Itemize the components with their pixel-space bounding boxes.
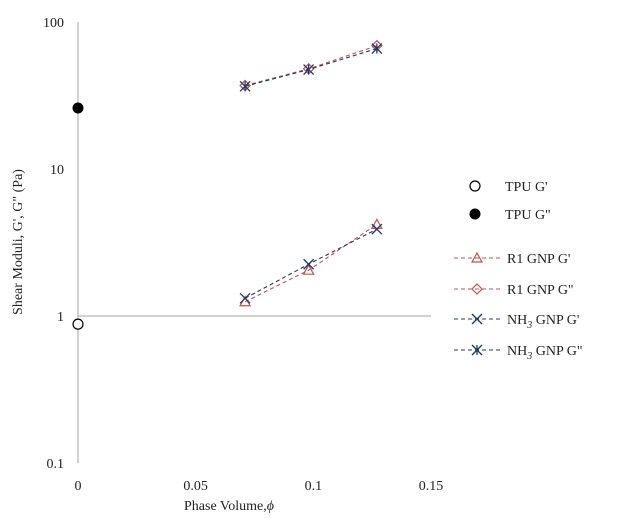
- y-tick-label: 10: [50, 163, 64, 178]
- series-line: [244, 223, 378, 303]
- legend-label: NH3 GNP G': [507, 313, 579, 331]
- marker-shape: [470, 251, 484, 263]
- series-line: [244, 228, 378, 299]
- marker-stroke: [303, 258, 315, 270]
- x-tick-label: 0.1: [305, 479, 323, 494]
- legend-marker: [471, 344, 483, 356]
- marker-stroke: [239, 292, 251, 304]
- legend-label: NH3 GNP G": [507, 344, 583, 362]
- data-point: [303, 258, 315, 270]
- legend: TPU G'TPU G"R1 GNP G'R1 GNP G"NH3 GNP G'…: [454, 180, 583, 362]
- legend-label-suffix: GNP G': [532, 313, 579, 328]
- legend-item: NH3 GNP G': [454, 313, 579, 331]
- legend-label-text: NH: [507, 313, 527, 328]
- marker-shape: [72, 318, 84, 330]
- y-tick-label: 1: [57, 310, 64, 325]
- data-point: [239, 80, 251, 92]
- data-point: [303, 64, 315, 75]
- legend-marker: [469, 180, 481, 192]
- legend-label: R1 GNP G": [507, 283, 574, 298]
- data-point: [302, 263, 315, 275]
- x-axis-title: Phase Volume,ϕ: [184, 499, 274, 514]
- x-tick-labels: 0 0.05 0.1 0.15: [75, 479, 444, 494]
- legend-item: R1 GNP G': [454, 251, 570, 267]
- x-tick-label: 0: [75, 479, 82, 494]
- legend-label-text: TPU G': [505, 180, 548, 195]
- series-3: [239, 39, 383, 92]
- series-4: [239, 223, 383, 304]
- legend-marker: [471, 283, 483, 295]
- data-point: [72, 318, 84, 330]
- data-point: [239, 292, 251, 304]
- legend-label-text: R1 GNP G": [507, 283, 574, 298]
- legend-label-text: TPU G": [505, 208, 551, 223]
- marker-stroke: [471, 313, 483, 325]
- x-axis-title-symbol: ϕ: [267, 499, 274, 514]
- legend-marker: [471, 313, 483, 325]
- data-point: [371, 43, 383, 54]
- legend-label-text: R1 GNP G': [507, 252, 570, 267]
- data-point: [371, 223, 383, 235]
- series-group: [72, 39, 383, 330]
- legend-marker: [470, 251, 484, 263]
- legend-label: TPU G": [505, 208, 551, 223]
- marker-shape: [72, 102, 84, 114]
- y-tick-label: 100: [43, 16, 64, 31]
- series-5: [239, 43, 383, 92]
- legend-item: R1 GNP G": [454, 283, 574, 298]
- legend-label-suffix: GNP G": [532, 344, 582, 359]
- marker-shape: [302, 263, 315, 275]
- series-1: [72, 102, 84, 114]
- legend-label-subscript: 3: [526, 351, 532, 362]
- legend-item: NH3 GNP G": [454, 344, 583, 362]
- legend-label-text: NH: [507, 344, 527, 359]
- data-point: [72, 102, 84, 114]
- y-tick-label: 0.1: [47, 457, 65, 472]
- x-tick-label: 0.15: [419, 479, 444, 494]
- legend-label: R1 GNP G': [507, 252, 570, 267]
- x-tick-label: 0.05: [183, 479, 208, 494]
- marker-shape: [469, 180, 481, 192]
- legend-label-subscript: 3: [526, 320, 532, 331]
- marker-shape: [469, 208, 481, 220]
- marker-shape: [471, 283, 483, 295]
- y-axis-title: Shear Moduli, G', G" (Pa): [11, 169, 26, 315]
- x-axis-title-text: Phase Volume,: [184, 499, 267, 514]
- y-tick-labels: 0.1 1 10 100: [43, 16, 64, 472]
- legend-item: TPU G': [469, 180, 548, 195]
- legend-marker: [469, 208, 481, 220]
- legend-item: TPU G": [469, 208, 551, 223]
- marker-stroke: [371, 223, 383, 235]
- legend-label: TPU G': [505, 180, 548, 195]
- axes: [77, 22, 431, 463]
- series-0: [72, 318, 84, 330]
